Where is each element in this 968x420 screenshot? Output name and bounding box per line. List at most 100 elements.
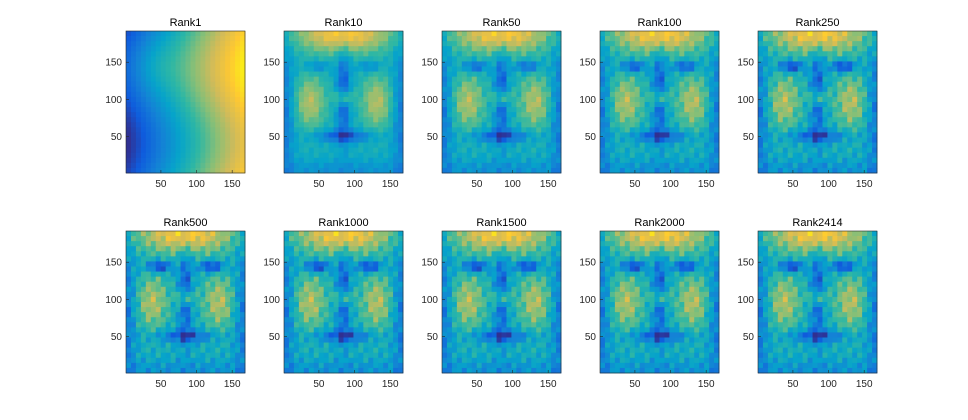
heatmap-cell	[200, 322, 206, 328]
heatmap-cell	[140, 147, 147, 154]
heatmap-cell	[284, 31, 290, 37]
heatmap-cell	[140, 132, 147, 138]
heatmap-cell	[378, 271, 384, 278]
heatmap-cell	[714, 162, 720, 169]
heatmap-cell	[388, 117, 394, 123]
heatmap-cell	[195, 332, 201, 338]
heatmap-cell	[609, 152, 616, 159]
heatmap-cell	[481, 91, 488, 98]
heatmap-cell	[629, 162, 636, 169]
heatmap-cell	[624, 122, 631, 128]
heatmap-cell	[714, 76, 720, 83]
heatmap-cell	[373, 322, 379, 328]
heatmap-cell	[126, 61, 132, 67]
heatmap-cell	[614, 36, 621, 42]
heatmap-cell	[130, 137, 137, 143]
heatmap-cell	[446, 157, 453, 164]
heatmap-cell	[506, 31, 512, 37]
heatmap-cell	[619, 112, 626, 118]
heatmap-cell	[190, 112, 196, 118]
heatmap-cell	[373, 61, 379, 67]
heatmap-cell	[383, 117, 389, 123]
heatmap-cell	[378, 137, 384, 143]
heatmap-cell	[541, 31, 547, 37]
heatmap-cell	[383, 352, 389, 359]
heatmap-cell	[378, 56, 384, 62]
heatmap-cell	[852, 157, 858, 164]
heatmap-cell	[288, 286, 295, 293]
heatmap-cell	[298, 76, 305, 83]
heatmap-cell	[235, 91, 241, 98]
heatmap-cell	[531, 157, 537, 164]
heatmap-cell	[348, 36, 354, 42]
heatmap-cell	[333, 251, 339, 257]
heatmap-cell	[165, 91, 172, 98]
heatmap-cell	[486, 61, 492, 67]
heatmap-cell	[699, 142, 705, 149]
heatmap-cell	[323, 157, 330, 164]
heatmap-cell	[704, 56, 710, 62]
heatmap-cell	[328, 61, 334, 67]
heatmap-cell	[215, 322, 221, 328]
heatmap-cell	[461, 96, 468, 103]
heatmap-cell	[442, 81, 448, 88]
heatmap-cell	[343, 266, 349, 272]
heatmap-cell	[308, 337, 315, 343]
heatmap-cell	[303, 127, 310, 133]
heatmap-cell	[205, 312, 211, 318]
heatmap-cell	[551, 142, 557, 149]
heatmap-cell	[496, 81, 502, 88]
heatmap-cell	[639, 142, 646, 149]
heatmap-cell	[298, 261, 305, 267]
heatmap-cell	[531, 66, 537, 72]
heatmap-cell	[496, 46, 502, 52]
heatmap-cell	[150, 127, 157, 133]
heatmap-cell	[215, 312, 221, 318]
heatmap-cell	[358, 337, 364, 343]
heatmap-cell	[832, 132, 838, 138]
heatmap-cell	[328, 56, 334, 62]
heatmap-cell	[230, 81, 236, 88]
heatmap-cell	[180, 236, 186, 242]
heatmap-cell	[220, 66, 226, 72]
heatmap-cell	[323, 107, 330, 113]
heatmap-cell	[155, 317, 162, 323]
heatmap-cell	[832, 86, 838, 93]
heatmap-cell	[220, 112, 226, 118]
heatmap-cell	[832, 71, 838, 78]
heatmap-cell	[353, 246, 359, 252]
heatmap-cell	[521, 117, 527, 123]
heatmap-cell	[358, 56, 364, 62]
heatmap-cell	[857, 107, 863, 113]
heatmap-cell	[378, 71, 384, 78]
heatmap-cell	[782, 86, 789, 93]
heatmap-cell	[649, 137, 655, 143]
heatmap-cell	[145, 352, 152, 359]
heatmap-cell	[328, 81, 334, 88]
heatmap-cell	[185, 61, 191, 67]
heatmap-cell	[842, 76, 848, 83]
heatmap-cell	[827, 61, 833, 67]
heatmap-cell	[393, 246, 399, 252]
heatmap-cell	[358, 46, 364, 52]
heatmap-cell	[802, 142, 808, 149]
heatmap-cell	[185, 76, 191, 83]
heatmap-cell	[145, 56, 152, 62]
heatmap-cell	[160, 91, 167, 98]
heatmap-cell	[368, 86, 374, 93]
heatmap-cell	[293, 96, 300, 103]
heatmap-cell	[822, 36, 828, 42]
heatmap-cell	[235, 147, 241, 154]
heatmap-cell	[481, 162, 488, 169]
heatmap-cell	[476, 162, 483, 169]
heatmap-cell	[303, 132, 310, 138]
heatmap-cell	[338, 286, 344, 293]
heatmap-cell	[551, 36, 557, 42]
heatmap-cell	[664, 147, 670, 154]
heatmap-cell	[714, 56, 720, 62]
heatmap-cell	[842, 112, 848, 118]
heatmap-cell	[398, 256, 404, 262]
heatmap-cell	[762, 66, 769, 72]
heatmap-cell	[220, 291, 226, 298]
heatmap-cell	[175, 337, 181, 343]
